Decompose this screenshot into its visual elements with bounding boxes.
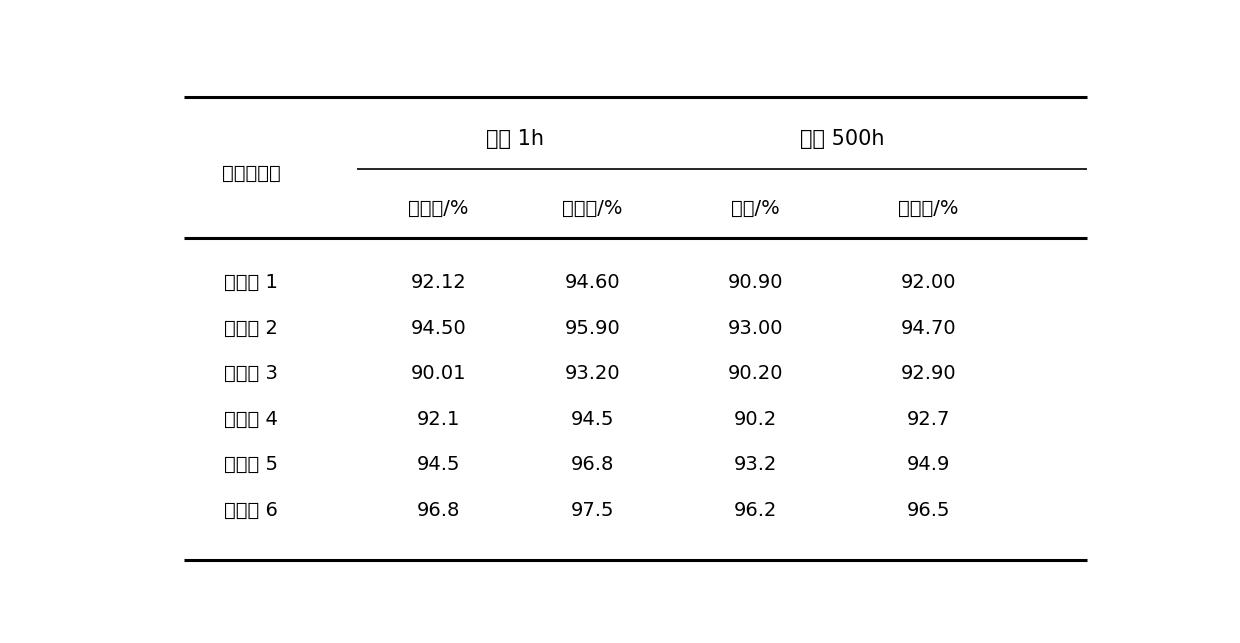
Text: 96.8: 96.8 [570,455,614,475]
Text: 实施例 6: 实施例 6 [224,501,278,520]
Text: 94.5: 94.5 [417,455,460,475]
Text: 94.9: 94.9 [906,455,950,475]
Text: 反应 1h: 反应 1h [486,129,544,149]
Text: 选择性/%: 选择性/% [898,199,959,218]
Text: 94.70: 94.70 [900,319,956,338]
Text: 95.90: 95.90 [564,319,620,338]
Text: 92.7: 92.7 [906,410,950,429]
Text: 反应 500h: 反应 500h [800,129,884,149]
Text: 92.12: 92.12 [410,273,466,292]
Text: 90.20: 90.20 [728,364,784,383]
Text: 94.50: 94.50 [410,319,466,338]
Text: 90.01: 90.01 [410,364,466,383]
Text: 实验例序号: 实验例序号 [222,164,280,183]
Text: 92.00: 92.00 [900,273,956,292]
Text: 实验例 4: 实验例 4 [224,410,278,429]
Text: 转化率/%: 转化率/% [408,199,469,218]
Text: 92.1: 92.1 [417,410,460,429]
Text: 实验例 2: 实验例 2 [224,319,278,338]
Text: 93.20: 93.20 [564,364,620,383]
Text: 94.60: 94.60 [564,273,620,292]
Text: 96.8: 96.8 [417,501,460,520]
Text: 选择性/%: 选择性/% [562,199,622,218]
Text: 90.2: 90.2 [734,410,777,429]
Text: 97.5: 97.5 [570,501,614,520]
Text: 实施例 5: 实施例 5 [224,455,278,475]
Text: 93.00: 93.00 [728,319,784,338]
Text: 93.2: 93.2 [734,455,777,475]
Text: 96.5: 96.5 [906,501,950,520]
Text: 94.5: 94.5 [570,410,614,429]
Text: 90.90: 90.90 [728,273,784,292]
Text: 96.2: 96.2 [734,501,777,520]
Text: 实验例 1: 实验例 1 [224,273,278,292]
Text: 92.90: 92.90 [900,364,956,383]
Text: 实验例 3: 实验例 3 [224,364,278,383]
Text: 产率/%: 产率/% [732,199,780,218]
